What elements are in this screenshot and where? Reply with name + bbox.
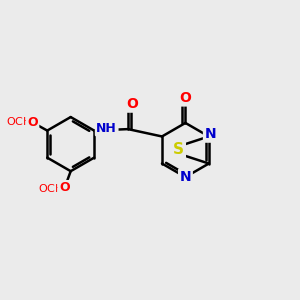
Text: N: N [205,127,216,141]
Text: N: N [180,170,191,184]
Text: O: O [59,182,70,194]
Text: NH: NH [96,122,117,135]
Text: O: O [179,91,191,105]
Text: OCH$_3$: OCH$_3$ [38,182,69,196]
Text: O: O [127,97,138,111]
Text: S: S [173,142,184,158]
Text: O: O [27,116,38,129]
Text: OCH$_3$: OCH$_3$ [6,115,37,129]
